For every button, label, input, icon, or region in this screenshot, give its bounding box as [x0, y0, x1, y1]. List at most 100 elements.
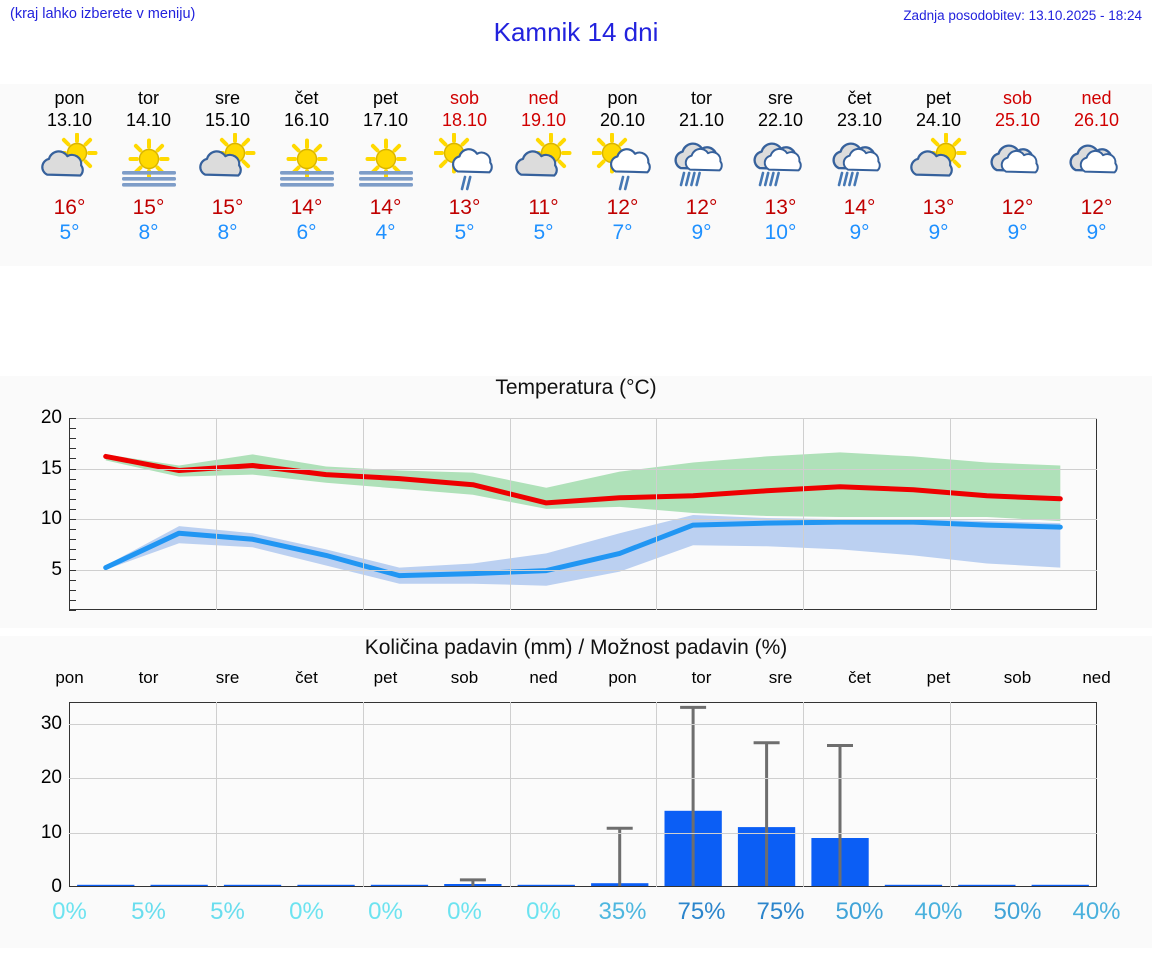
precipitation-probability-label: 0%: [447, 898, 482, 925]
day-max-temp: 13°: [922, 196, 955, 219]
precipitation-plot-area: 0 10 20 30: [41, 702, 1097, 897]
day-date: 26.10: [1073, 110, 1120, 130]
day-name: čet: [847, 88, 872, 108]
day-column[interactable]: pet 17.10 14° 4°: [346, 84, 425, 266]
day-max-temp: 16°: [53, 196, 86, 219]
day-max-temp: 15°: [132, 196, 165, 219]
precipitation-day-labels: pon tor sre čet pet sob ned pon tor sre čet pet sob n…: [30, 668, 1136, 692]
precipitation-probability-label: 75%: [677, 898, 726, 925]
day-date: 18.10: [441, 110, 488, 130]
day-column[interactable]: sre 15.10 15° 8°: [188, 84, 267, 266]
day-name: ned: [528, 88, 559, 108]
y-axis-tick-mark: [69, 428, 76, 430]
day-separator: [656, 702, 658, 887]
precipitation-day-label: čet: [848, 668, 871, 687]
day-date: 25.10: [994, 110, 1041, 130]
day-separator: [215, 418, 217, 610]
day-date: 20.10: [599, 110, 646, 130]
day-name: čet: [294, 88, 319, 108]
day-separator: [215, 702, 217, 887]
day-column[interactable]: sob 18.10 13° 5°: [425, 84, 504, 266]
precipitation-day-label: sob: [450, 668, 479, 687]
precipitation-probability-label: 5%: [210, 898, 245, 925]
y-axis-tick-label: 10: [40, 821, 62, 843]
cloudy-icon: [1066, 133, 1128, 191]
day-date: 23.10: [836, 110, 883, 130]
day-column[interactable]: ned 26.10 12° 9°: [1057, 84, 1136, 266]
precipitation-day-label: sob: [1003, 668, 1032, 687]
day-name: sob: [449, 88, 480, 108]
y-axis-tick-label: 0: [51, 876, 62, 897]
day-weather: [899, 133, 978, 191]
precipitation-probability-label: 50%: [835, 898, 884, 925]
day-date: 22.10: [757, 110, 804, 130]
day-name: sre: [214, 88, 240, 108]
day-min-temp: 10°: [764, 221, 797, 244]
day-date: 13.10: [46, 110, 93, 130]
day-date: 21.10: [678, 110, 725, 130]
day-max-temp: 14°: [843, 196, 876, 219]
precipitation-chart: Količina padavin (mm) / Možnost padavin …: [0, 636, 1152, 948]
day-min-temp: 5°: [59, 221, 80, 244]
gridline: [69, 468, 1097, 470]
y-axis-tick-mark: [69, 438, 76, 440]
sun-cloud-rain-icon: [433, 133, 496, 191]
y-axis-tick-label: 10: [40, 508, 62, 530]
page-title: Kamnik 14 dni: [493, 17, 659, 47]
day-min-temp: 9°: [849, 221, 870, 244]
day-weather: [346, 133, 425, 191]
y-axis-tick-mark: [69, 610, 76, 611]
day-column[interactable]: sre 22.10 13° 10°: [741, 84, 820, 266]
day-column[interactable]: čet 16.10 14° 6°: [267, 84, 346, 266]
day-max-temp: 13°: [764, 196, 797, 219]
day-column[interactable]: sob 25.10 12° 9°: [978, 84, 1057, 266]
day-weather: [425, 133, 504, 191]
day-column[interactable]: tor 14.10 15° 8°: [109, 84, 188, 266]
temperature-chart-title: Temperatura (°C): [495, 376, 657, 399]
day-date: 15.10: [204, 110, 251, 130]
precipitation-probability-label: 0%: [52, 898, 87, 925]
day-max-temp: 12°: [685, 196, 718, 219]
day-column[interactable]: ned 19.10 11° 5°: [504, 84, 583, 266]
day-max-temp: 11°: [528, 196, 559, 219]
day-date: 14.10: [125, 110, 172, 130]
day-separator: [509, 702, 511, 887]
day-column[interactable]: tor 21.10 12° 9°: [662, 84, 741, 266]
precipitation-day-label: ned: [529, 668, 558, 687]
day-max-temp: 12°: [606, 196, 639, 219]
day-column[interactable]: čet 23.10 14° 9°: [820, 84, 899, 266]
day-column[interactable]: pon 20.10 12° 7°: [583, 84, 662, 266]
temperature-series-layer: [103, 452, 1063, 586]
y-axis-tick-mark: [69, 498, 76, 500]
day-separator: [656, 418, 658, 610]
day-max-temp: 12°: [1080, 196, 1113, 219]
sun-behind-cloud-icon: [908, 133, 970, 191]
temperature-plot-area: 5 10 15 20: [41, 407, 1097, 611]
y-axis-tick-mark: [69, 458, 76, 460]
day-weather: [978, 133, 1057, 191]
cloudy-icon: [987, 133, 1049, 191]
precipitation-probability-label: 0%: [526, 898, 561, 925]
y-axis-tick-mark: [69, 519, 76, 521]
temperature-plot-frame: [69, 418, 1097, 610]
day-separator: [362, 702, 364, 887]
precipitation-probability-label: 0%: [289, 898, 324, 925]
day-min-temp: 9°: [928, 221, 949, 244]
precipitation-probability-label: 40%: [914, 898, 963, 925]
y-axis-tick-mark: [69, 579, 76, 581]
precipitation-probability-label: 40%: [1072, 898, 1121, 925]
y-axis-tick-mark: [69, 418, 76, 419]
day-column[interactable]: pon 13.10 16° 5°: [30, 84, 109, 266]
day-name: tor: [690, 88, 712, 108]
daily-forecast-columns: pon 13.10 16° 5° tor 14.10 15° 8° sre 15.10 15° 8° č…: [30, 84, 1136, 266]
day-column[interactable]: pet 24.10 13° 9°: [899, 84, 978, 266]
day-weather: [1057, 133, 1136, 191]
cloud-rain-icon: [829, 133, 891, 191]
day-min-temp: 8°: [138, 221, 159, 244]
precipitation-probability-label: 35%: [598, 898, 647, 925]
last-update-label: Zadnja posodobitev: 13.10.2025 - 18:24: [903, 8, 1142, 23]
page-header: (kraj lahko izberete v meniju) Kamnik 14…: [0, 0, 1152, 72]
sun-behind-cloud-icon: [513, 133, 575, 191]
day-separator: [950, 702, 952, 887]
day-weather: [741, 133, 820, 191]
